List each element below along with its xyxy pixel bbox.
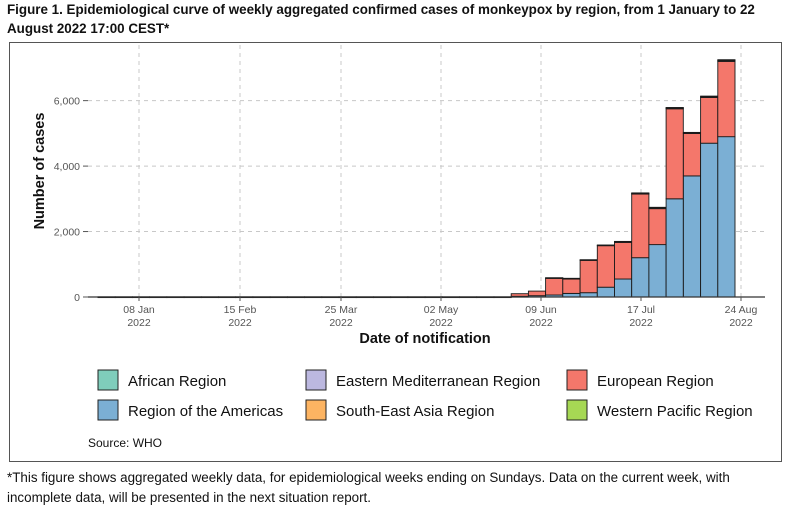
x-tick-year: 2022 [729,317,753,329]
bar-european-week-27 [545,277,564,296]
bar-european-week-34 [665,108,684,200]
y-tick-label: 6,000 [54,96,80,108]
legend-label-african: African Region [128,373,226,390]
x-tick-label: 08 Jan [123,304,155,316]
legend-swatch-americas [97,399,119,421]
legend-label-americas: Region of the Americas [128,403,283,420]
bar-european-week-28 [562,278,581,294]
bar-americas-week-29 [579,292,598,298]
legend-label-sea: South-East Asia Region [336,403,494,420]
legend-label-western_pacific: Western Pacific Region [597,403,753,420]
bar-americas-week-34 [665,198,684,298]
x-tick-year: 2022 [228,317,252,329]
x-tick-year: 2022 [329,317,353,329]
bar-european-week-32 [631,193,650,259]
bar-americas-week-36 [700,142,719,298]
bar-african-week-27 [545,277,564,279]
bar-americas-week-37 [717,136,736,298]
x-axis-title: Date of notification [359,331,490,347]
bar-european-week-30 [596,244,615,288]
bar-western_pacific-week-33 [648,206,667,209]
x-tick-year: 2022 [529,317,553,329]
x-tick-label: 09 Jun [525,304,557,316]
legend-swatch-sea [305,399,327,421]
footnote: *This figure shows aggregated weekly dat… [7,470,730,505]
y-tick-label: 2,000 [54,227,80,239]
bar-western_pacific-week-37 [717,59,736,61]
bar-americas-week-30 [596,286,615,298]
bar-european-week-36 [700,96,719,144]
bar-western_pacific-week-32 [631,192,650,195]
bar-european-week-25 [510,293,529,297]
bar-european-week-33 [648,208,667,246]
legend-swatch-western_pacific [566,399,588,421]
chart-frame [9,42,782,462]
x-tick-year: 2022 [127,317,151,329]
legend-label-european: European Region [597,373,714,390]
x-tick-label: 02 May [424,304,459,316]
source-note: Source: WHO [88,436,162,450]
y-tick-label: 0 [74,292,80,304]
bar-european-week-37 [717,60,736,138]
bar-african-week-28 [562,277,581,280]
x-tick-year: 2022 [629,317,653,329]
bar-european-week-29 [579,259,598,294]
bar-western_pacific-week-35 [682,131,702,134]
bar-western_pacific-week-36 [700,95,719,98]
figure-title: Figure 1. Epidemiological curve of weekl… [7,2,755,36]
y-axis-title: Number of cases [32,113,48,230]
legend-swatch-european [566,369,588,391]
bar-african-week-30 [596,244,615,247]
bar-americas-week-35 [682,175,702,298]
bar-americas-week-33 [648,244,667,298]
x-tick-label: 15 Feb [224,304,257,316]
x-tick-year: 2022 [429,317,453,329]
x-tick-label: 24 Aug [725,304,758,316]
bar-european-week-31 [614,241,633,280]
legend-swatch-african [97,369,119,391]
x-tick-label: 25 Mar [325,304,358,316]
bar-european-week-26 [527,290,547,297]
bar-western_pacific-week-31 [614,240,633,243]
x-tick-label: 17 Jul [627,304,655,316]
legend-swatch-eastern_med [305,369,327,391]
bar-european-week-35 [682,132,702,177]
bar-western_pacific-week-34 [665,107,684,109]
y-tick-label: 4,000 [54,161,80,173]
bar-americas-week-32 [631,257,650,298]
bar-americas-week-31 [614,278,633,298]
legend-label-eastern_med: Eastern Mediterranean Region [336,373,540,390]
bar-african-week-29 [579,259,598,261]
